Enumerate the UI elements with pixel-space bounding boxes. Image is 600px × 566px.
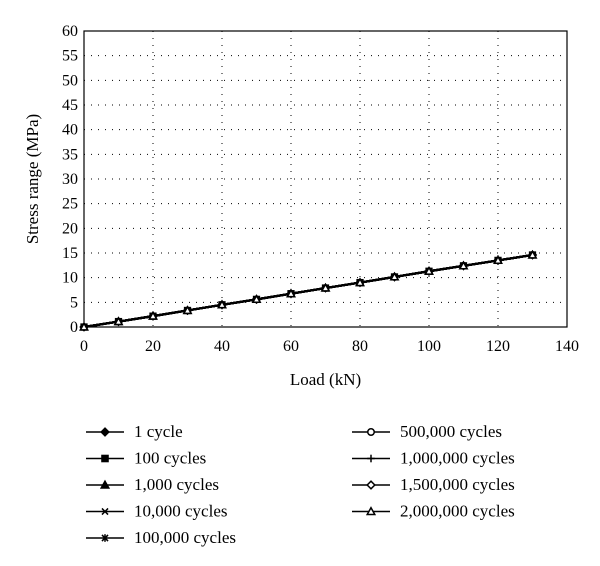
series-lines: [79, 249, 538, 332]
legend-marker: [366, 480, 376, 490]
legend-label: 2,000,000 cycles: [400, 502, 515, 521]
x-tick-label: 0: [80, 338, 88, 355]
data-point: [389, 271, 400, 281]
data-point: [320, 282, 331, 292]
series-line: [83, 253, 533, 329]
y-tick-label: 30: [62, 171, 78, 188]
legend-item: 500,000 cycles: [352, 422, 502, 441]
y-tick-label: 55: [62, 48, 78, 65]
data-point: [148, 311, 158, 320]
x-tick-label: 80: [352, 338, 368, 355]
data-point: [424, 266, 434, 275]
y-tick-label: 20: [62, 220, 78, 237]
legend: 1 cycle 100 cycles 1,000 cycles 10,000 cycl…: [86, 422, 515, 547]
axis-ticks: 0 5 10 15 20 25 30 35 40 45 50 55 60 0 20 40 60 80 100 120 1…: [62, 23, 579, 355]
legend-marker: [99, 479, 111, 489]
x-tick-label: 120: [486, 338, 510, 355]
y-tick-label: 40: [62, 122, 78, 139]
data-point: [217, 299, 227, 309]
grid-lines: [84, 31, 567, 327]
y-tick-label: 15: [62, 245, 78, 262]
data-point: [458, 260, 469, 270]
y-tick-label: 60: [62, 23, 78, 40]
legend-item: 1,000 cycles: [86, 475, 219, 494]
y-tick-label: 10: [62, 270, 78, 287]
legend-marker: [101, 507, 109, 516]
legend-label: 1 cycle: [134, 422, 183, 441]
y-tick-label: 25: [62, 196, 78, 213]
x-tick-label: 40: [214, 338, 230, 355]
y-tick-label: 5: [70, 294, 78, 311]
legend-label: 500,000 cycles: [400, 422, 502, 441]
legend-item: 100,000 cycles: [86, 528, 236, 547]
data-point: [251, 294, 262, 304]
y-axis-title: Stress range (MPa): [23, 114, 42, 244]
y-tick-label: 50: [62, 72, 78, 89]
legend-item: 2,000,000 cycles: [352, 502, 515, 521]
legend-item: 1,500,000 cycles: [352, 475, 515, 494]
legend-item: 1,000,000 cycles: [352, 449, 515, 468]
data-point: [182, 305, 193, 315]
legend-item: 1 cycle: [86, 422, 183, 441]
legend-label: 10,000 cycles: [134, 502, 227, 521]
legend-item: 100 cycles: [86, 449, 206, 468]
data-point: [493, 255, 503, 265]
x-tick-label: 140: [555, 338, 579, 355]
legend-label: 100,000 cycles: [134, 528, 236, 547]
data-point: [113, 316, 124, 326]
legend-marker: [365, 506, 377, 516]
legend-marker: [101, 534, 109, 542]
legend-label: 100 cycles: [134, 449, 206, 468]
legend-marker: [101, 454, 109, 463]
plot-area-frame: [83, 30, 568, 328]
legend-marker: [367, 428, 375, 436]
legend-marker: [367, 454, 375, 463]
x-axis-title: Load (kN): [290, 370, 361, 389]
legend-label: 1,000 cycles: [134, 475, 219, 494]
x-tick-label: 60: [283, 338, 299, 355]
y-tick-label: 0: [70, 319, 78, 336]
legend-item: 10,000 cycles: [86, 502, 227, 521]
legend-label: 1,000,000 cycles: [400, 449, 515, 468]
legend-marker: [100, 427, 110, 437]
legend-label: 1,500,000 cycles: [400, 475, 515, 494]
data-point: [355, 277, 365, 287]
data-point: [527, 249, 538, 259]
x-tick-label: 100: [417, 338, 441, 355]
y-tick-label: 45: [62, 97, 78, 114]
x-tick-label: 20: [145, 338, 161, 355]
data-point: [79, 321, 89, 331]
y-tick-label: 35: [62, 146, 78, 163]
data-point: [286, 288, 296, 298]
